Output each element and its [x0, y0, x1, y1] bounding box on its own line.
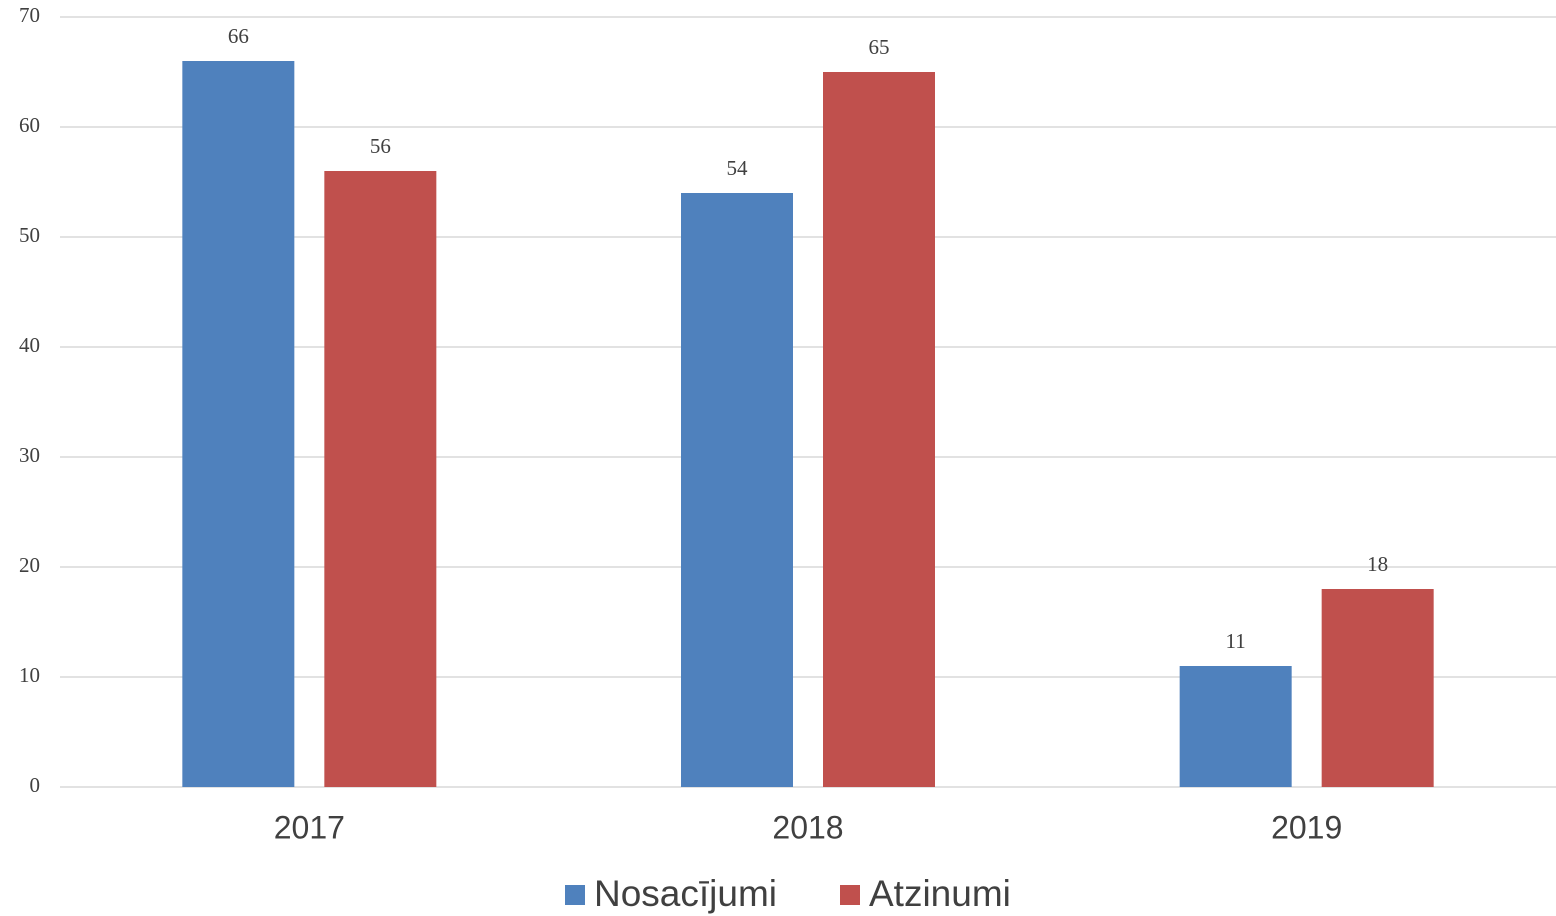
x-tick-label: 2019: [1271, 809, 1342, 845]
y-tick-label: 50: [19, 223, 40, 247]
x-tick-label: 2017: [274, 809, 345, 845]
bar: [1321, 589, 1434, 787]
data-label: 56: [370, 134, 391, 158]
legend-swatch: [565, 885, 585, 905]
data-label: 54: [727, 156, 749, 180]
y-tick-label: 0: [30, 773, 41, 797]
y-tick-label: 70: [19, 3, 40, 27]
x-tick-label: 2018: [772, 809, 843, 845]
data-label: 18: [1367, 552, 1388, 576]
data-label: 66: [228, 24, 249, 48]
y-tick-label: 10: [19, 663, 40, 687]
y-tick-label: 60: [19, 113, 40, 137]
data-label: 11: [1226, 629, 1246, 653]
legend-label: Nosacījumi: [594, 873, 777, 914]
bar: [324, 171, 437, 787]
bar: [681, 193, 793, 787]
bar: [182, 61, 295, 787]
legend-swatch: [840, 885, 860, 905]
legend-label: Atzinumi: [869, 873, 1011, 914]
bar: [1179, 666, 1292, 787]
y-tick-label: 30: [19, 443, 40, 467]
bar: [823, 72, 935, 787]
y-tick-label: 20: [19, 553, 40, 577]
data-label: 65: [869, 35, 890, 59]
y-tick-label: 40: [19, 333, 40, 357]
